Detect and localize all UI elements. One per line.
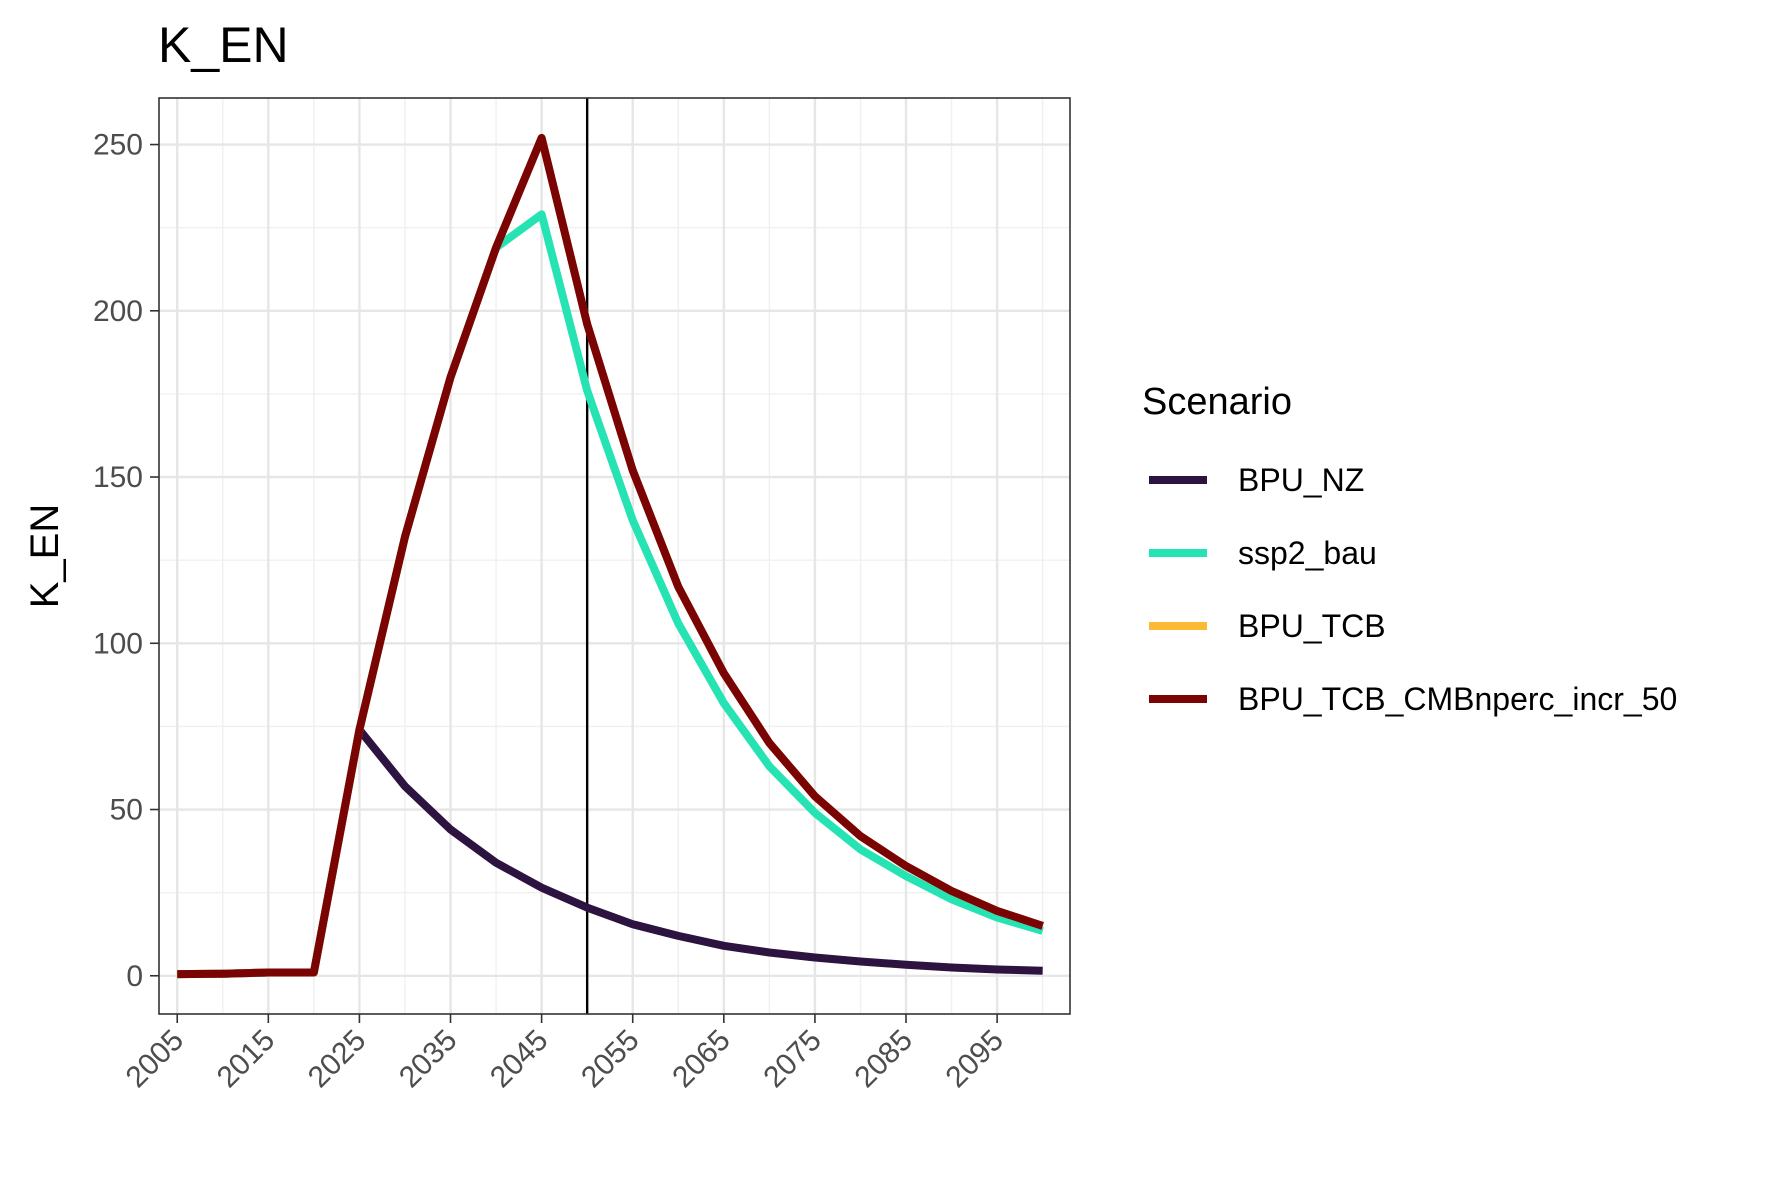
plot-panel-border	[158, 97, 1071, 1015]
y-tick-label: 250	[93, 129, 143, 162]
x-tick-label: 2045	[484, 1024, 555, 1095]
legend-items: BPU_NZ ssp2_bau BPU_TCB BPU_TCB_CMBnperc_in…	[1149, 462, 1677, 717]
legend-title: Scenario	[1142, 381, 1292, 423]
series-line-BPU_TCB	[177, 133, 1044, 979]
y-tick-label: 0	[126, 960, 143, 993]
series-line-ssp2_bau	[177, 210, 1044, 979]
x-tick-label: 2095	[940, 1024, 1011, 1095]
y-tick-label: 50	[110, 794, 143, 827]
series-line-BPU_NZ	[177, 725, 1043, 979]
chart-title: K_EN	[158, 17, 289, 73]
y-axis: 0 50 100 150 200 250	[93, 129, 159, 993]
series-line-BPU_TCB_CMBnperc_incr_50	[177, 133, 1044, 979]
legend-label-ssp2_bau: ssp2_bau	[1238, 535, 1377, 571]
x-tick-label: 2025	[302, 1024, 373, 1095]
legend-label-BPU_TCB: BPU_TCB	[1238, 608, 1386, 644]
y-tick-label: 150	[93, 461, 143, 494]
x-tick-label: 2035	[393, 1024, 464, 1095]
x-tick-label: 2055	[575, 1024, 646, 1095]
legend-label-BPU_TCB_CMBnperc_incr_50: BPU_TCB_CMBnperc_incr_50	[1238, 681, 1677, 717]
x-tick-label: 2005	[120, 1024, 191, 1095]
series-layer	[177, 133, 1044, 979]
x-tick-label: 2015	[211, 1024, 282, 1095]
x-axis: 2005 2015 2025 2035 2045 2055 2065 2075 2085 2095	[120, 1014, 1010, 1094]
y-axis-label: K_EN	[23, 504, 67, 609]
legend: Scenario BPU_NZ ssp2_bau BPU_TCB BPU_TCB_CM…	[1142, 381, 1677, 717]
y-tick-label: 200	[93, 295, 143, 328]
x-tick-label: 2085	[848, 1024, 919, 1095]
grid	[159, 98, 1070, 1014]
x-tick-label: 2065	[666, 1024, 737, 1095]
x-tick-label: 2075	[757, 1024, 828, 1095]
y-tick-label: 100	[93, 627, 143, 660]
legend-label-BPU_NZ: BPU_NZ	[1238, 462, 1364, 498]
